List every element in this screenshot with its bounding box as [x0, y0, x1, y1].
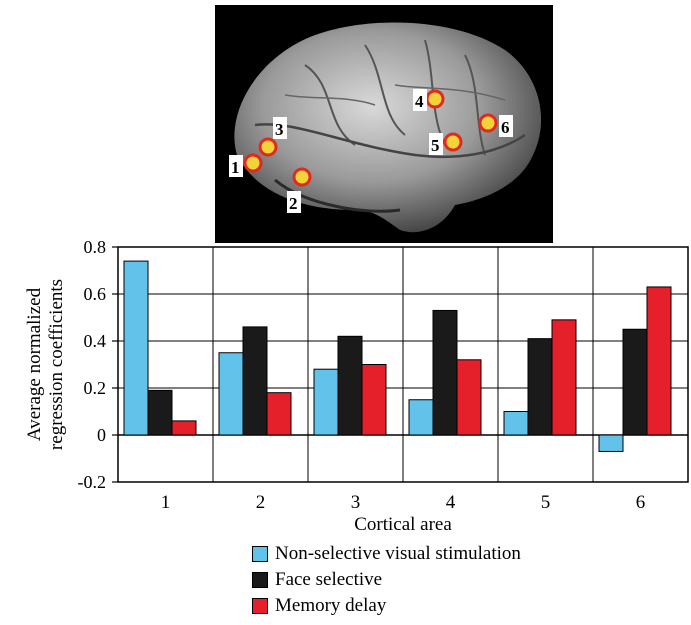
- brain-illustration: 1 2 3 4 5 6: [229, 22, 542, 233]
- bar: [622, 328, 648, 436]
- bar: [313, 368, 339, 436]
- bar: [408, 399, 434, 436]
- legend-swatch-face-selective: [252, 572, 268, 588]
- y-tick-label: 0.6: [84, 284, 107, 304]
- bar-chart: 0.8 0.6 0.4 0.2 0 -0.2 1 2 3 4 5 6 Average normali…: [24, 237, 689, 535]
- marker-label-2: 2: [289, 194, 298, 213]
- bar: [598, 434, 624, 452]
- bar: [266, 392, 292, 436]
- electrode-marker-6: [478, 113, 498, 133]
- bar: [361, 364, 387, 436]
- y-tick-label: 0.4: [84, 331, 107, 351]
- x-tick-label: 3: [351, 492, 361, 513]
- bars: [123, 260, 672, 452]
- marker-label-3: 3: [275, 120, 284, 139]
- y-axis-label: Average normalizedregression coefficient…: [24, 279, 67, 450]
- bar: [432, 309, 458, 436]
- grid-lines: [118, 246, 688, 483]
- bar: [218, 352, 244, 436]
- y-tick-label: 0.2: [84, 378, 107, 398]
- x-tick-label: 1: [161, 492, 171, 513]
- bar: [646, 286, 672, 436]
- x-tick-labels: 1 2 3 4 5 6: [161, 492, 646, 513]
- legend-item-non-selective: Non-selective visual stimulation: [252, 541, 521, 567]
- x-axis-label: Cortical area: [354, 514, 452, 535]
- marker-label-4: 4: [415, 92, 424, 111]
- electrode-markers: [243, 89, 498, 187]
- legend-item-memory-delay: Memory delay: [252, 593, 521, 619]
- x-tick-label: 4: [446, 492, 456, 513]
- y-tick-labels: 0.8 0.6 0.4 0.2 0 -0.2: [78, 237, 118, 492]
- marker-label-6: 6: [501, 118, 510, 137]
- legend-swatch-memory-delay: [252, 598, 268, 614]
- bar: [503, 411, 529, 436]
- x-tick-label: 6: [636, 492, 646, 513]
- legend-label-memory-delay: Memory delay: [275, 595, 387, 616]
- y-tick-label: -0.2: [78, 472, 107, 492]
- y-tick-label: 0: [97, 425, 106, 445]
- y-tick-label: 0.8: [84, 237, 107, 257]
- x-tick-label: 2: [256, 492, 266, 513]
- bar: [551, 319, 577, 436]
- electrode-marker-3: [258, 137, 278, 157]
- legend-swatch-non-selective: [252, 546, 268, 562]
- bar: [242, 326, 268, 436]
- x-tick-label: 5: [541, 492, 551, 513]
- plot-frame: [117, 246, 689, 483]
- legend-label-face-selective: Face selective: [275, 569, 383, 590]
- electrode-marker-1: [243, 153, 263, 173]
- bar: [123, 260, 149, 436]
- marker-label-5: 5: [431, 136, 440, 155]
- electrode-marker-5: [443, 132, 463, 152]
- legend: Non-selective visual stimulation Face se…: [252, 541, 521, 619]
- bar: [456, 359, 482, 436]
- bar: [337, 335, 363, 436]
- bar: [147, 389, 173, 436]
- marker-label-1: 1: [231, 158, 240, 177]
- bar: [527, 338, 553, 436]
- marker-labels: 1 2 3 4 5 6: [229, 89, 513, 213]
- brain-image: 1 2 3 4 5 6: [215, 5, 553, 243]
- legend-item-face-selective: Face selective: [252, 567, 521, 593]
- electrode-marker-2: [292, 167, 312, 187]
- legend-label-non-selective: Non-selective visual stimulation: [275, 543, 521, 564]
- bar: [171, 420, 197, 436]
